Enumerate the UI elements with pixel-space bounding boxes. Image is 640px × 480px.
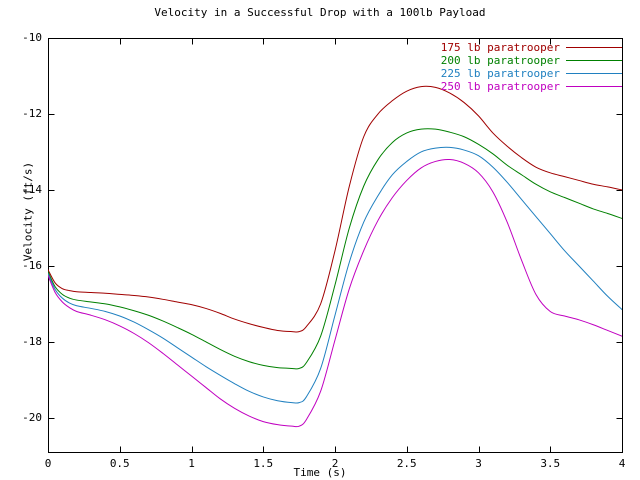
- series-line-0: [48, 85, 622, 333]
- series-line-1: [48, 128, 622, 370]
- legend-label: 250 lb paratrooper: [440, 80, 560, 93]
- legend-label: 225 lb paratrooper: [440, 67, 560, 80]
- chart-title: Velocity in a Successful Drop with a 100…: [154, 6, 486, 19]
- legend-entry: 200 lb paratrooper: [0, 54, 622, 67]
- series-group: [48, 85, 622, 428]
- x-axis-tick-label: 3: [475, 457, 482, 470]
- plot-frame: [48, 38, 623, 453]
- x-axis-tick-label: 0.5: [109, 457, 130, 470]
- x-axis-tick-label: 0: [44, 457, 52, 470]
- x-axis-label: Time (s): [293, 466, 347, 479]
- legend-label: 175 lb paratrooper: [440, 41, 560, 54]
- legend-entry: 225 lb paratrooper: [0, 67, 622, 80]
- x-axis-tick-label: 2.5: [396, 457, 417, 470]
- y-axis-tick-label: -16: [22, 258, 42, 272]
- y-axis-tick-label: -14: [22, 182, 42, 196]
- legend-label: 200 lb paratrooper: [440, 54, 560, 67]
- legend-color-swatch: [566, 60, 622, 61]
- x-axis-tick-label: 3.5: [540, 457, 561, 470]
- legend-color-swatch: [566, 73, 622, 74]
- legend-entry: 175 lb paratrooper: [0, 41, 622, 54]
- x-axis-tick-label: 4: [618, 457, 626, 470]
- y-axis-tick-label: -10: [22, 31, 42, 44]
- y-axis-tick-label: -12: [22, 106, 42, 120]
- series-line-2: [48, 146, 622, 404]
- y-axis-tick-label: -18: [22, 334, 42, 348]
- legend-entry: 250 lb paratrooper: [0, 80, 622, 93]
- x-axis-tick-label: 1.5: [253, 457, 274, 470]
- series-line-3: [48, 158, 622, 428]
- x-axis-tick-label: 1: [188, 457, 195, 470]
- x-axis-tick-label: 2: [331, 457, 339, 470]
- legend-color-swatch: [566, 47, 622, 48]
- y-axis-tick-label: -20: [22, 410, 42, 424]
- legend-color-swatch: [566, 86, 622, 87]
